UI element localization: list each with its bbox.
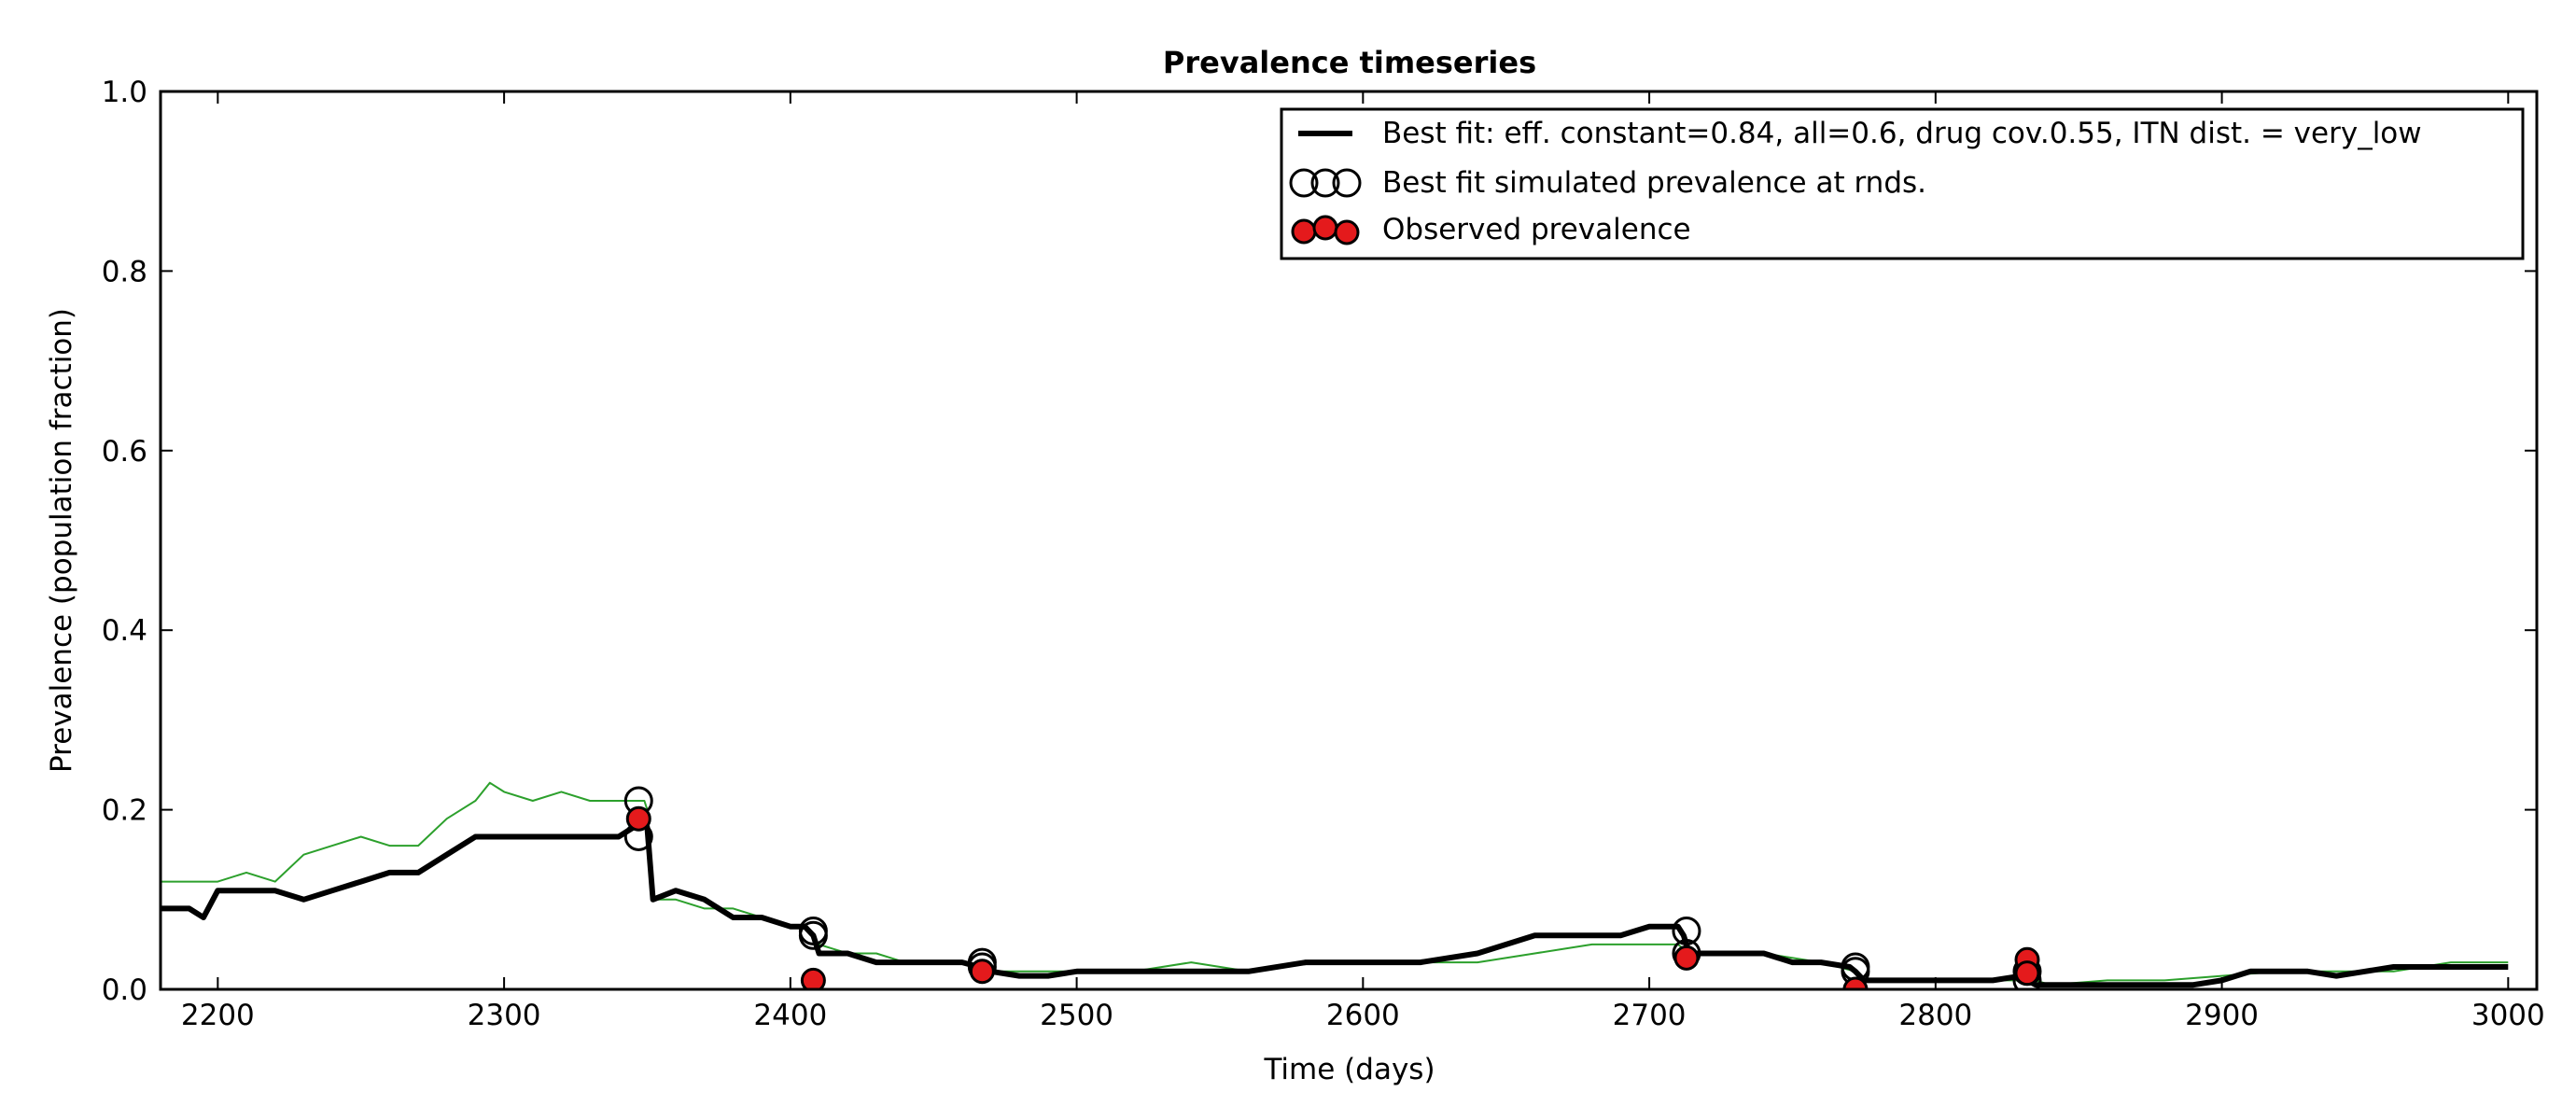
observed-point	[625, 805, 651, 832]
x-tick-label: 2800	[1898, 999, 1972, 1032]
x-tick-label: 2600	[1326, 999, 1400, 1032]
y-tick-label: 0.0	[102, 973, 147, 1007]
y-axis-label: Prevalence (population fraction)	[45, 308, 78, 773]
x-tick-label: 3000	[2471, 999, 2545, 1032]
observed-point	[800, 967, 826, 989]
legend-open-circle-marker	[1289, 168, 1362, 198]
green-simulation-line	[161, 781, 2509, 987]
series-layer	[161, 781, 2509, 989]
x-axis-label: Time (days)	[1263, 1053, 1435, 1086]
best-fit-line	[161, 816, 2509, 988]
simulated-point	[798, 920, 828, 950]
plot-frame	[159, 90, 2539, 991]
x-tick-label: 2700	[1613, 999, 1687, 1032]
legend: Best fit: eff. constant=0.84, all=0.6, d…	[1280, 107, 2525, 260]
x-tick-label: 2500	[1040, 999, 1113, 1032]
y-tick-label: 0.6	[102, 435, 147, 469]
legend-label-best-fit: Best fit: eff. constant=0.84, all=0.6, d…	[1382, 117, 2422, 150]
observed-point	[969, 959, 995, 985]
simulated-point	[1672, 916, 1701, 945]
y-tick-label: 0.8	[102, 255, 147, 288]
x-tick-label: 2200	[181, 999, 255, 1032]
observed-point	[1842, 976, 1869, 989]
x-tick-label: 2300	[468, 999, 541, 1032]
x-tick-label: 2400	[753, 999, 827, 1032]
legend-label-simulated: Best fit simulated prevalence at rnds.	[1382, 166, 1926, 200]
observed-point	[1673, 945, 1700, 971]
chart-title: Prevalence timeseries	[1163, 45, 1536, 80]
y-tick-label: 0.2	[102, 794, 147, 828]
y-axis: 0.0 0.2 0.4 0.6 0.8 1.0	[102, 76, 2537, 1007]
y-tick-label: 0.4	[102, 614, 147, 648]
legend-label-observed: Observed prevalence	[1382, 213, 1691, 246]
legend-filled-circle-marker	[1291, 215, 1360, 245]
observed-point	[2014, 960, 2040, 987]
legend-box	[1280, 107, 2525, 260]
x-tick-label: 2900	[2185, 999, 2259, 1032]
x-axis: 2200 2300 2400 2500 2600 2700 2800 2900 3000	[181, 91, 2545, 1032]
y-tick-label: 1.0	[102, 76, 147, 109]
